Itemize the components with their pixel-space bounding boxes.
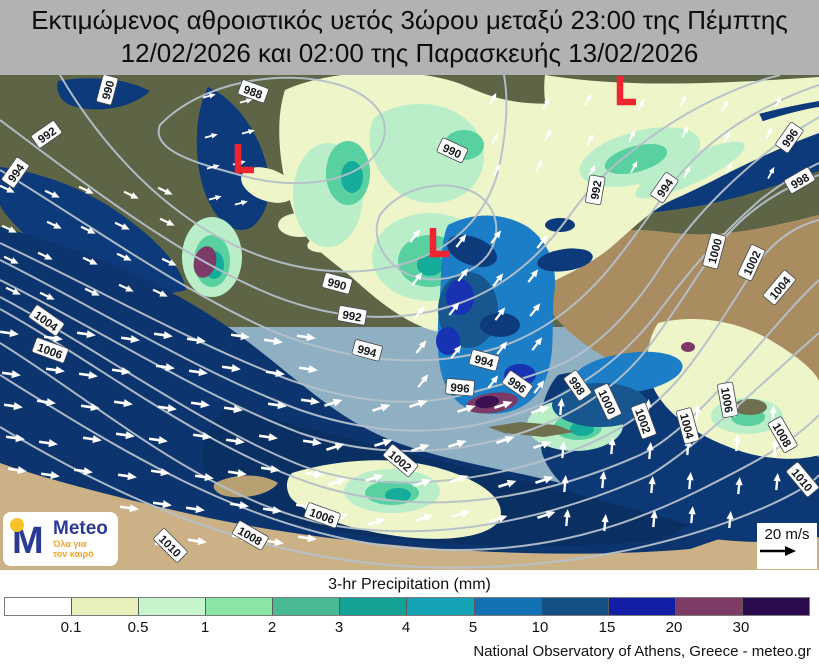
colorbar-segment (406, 598, 474, 615)
colorbar-segment (674, 598, 742, 615)
svg-text:992: 992 (589, 180, 604, 201)
low-markers-layer (234, 76, 636, 258)
isobar-label: 992 (336, 305, 368, 326)
logo-brand: Meteo (53, 518, 108, 539)
meteo-logo-icon: M (10, 518, 44, 562)
svg-text:994: 994 (356, 344, 378, 361)
isobar-label: 994 (468, 349, 500, 372)
low-pressure-marker (234, 144, 254, 174)
low-pressure-marker (429, 228, 449, 258)
colorbar-segment (540, 598, 608, 615)
colorbar-tick: 15 (598, 619, 616, 636)
colorbar-segment (339, 598, 407, 615)
svg-text:990: 990 (326, 277, 348, 294)
isobar-lines (0, 75, 819, 569)
meteo-logo: M Meteo Όλα για τον καιρό (3, 512, 118, 566)
svg-text:994: 994 (473, 354, 495, 371)
svg-text:1006: 1006 (718, 387, 734, 414)
svg-text:996: 996 (450, 382, 470, 396)
wind-scale-arrow-icon (760, 546, 796, 556)
forecast-map: 988 990 990 990 992 992 992 994 994 994 994 996 996 9… (0, 75, 819, 570)
colorbar-tick: 4 (401, 619, 411, 636)
colorbar (4, 597, 810, 616)
isobar-label: 990 (436, 137, 469, 164)
wind-scale-box: 20 m/s (757, 523, 817, 569)
isobar-label: 990 (321, 272, 353, 295)
isobar-label: 988 (237, 79, 269, 104)
colorbar-ticks: 0.1 0.5 1 2 3 4 5 10 15 20 30 (0, 619, 819, 639)
isobar-label: 992 (585, 174, 606, 206)
logo-sun-dot-icon (10, 518, 24, 532)
isobar-label: 994 (351, 339, 383, 362)
colorbar-segment (138, 598, 206, 615)
legend-title: 3-hr Precipitation (mm) (328, 576, 491, 593)
isobar-label: 1004 (675, 407, 700, 445)
colorbar-tick: 2 (267, 619, 277, 636)
isobar-label: 1000 (702, 232, 727, 270)
svg-text:990: 990 (101, 79, 118, 101)
isobar-label: 990 (96, 75, 119, 106)
colorbar-tick: 20 (665, 619, 683, 636)
colorbar-tick: 0.5 (127, 619, 149, 636)
title-bar: Εκτιμώμενος αθροιστικός υετός 3ώρου μετα… (0, 0, 819, 75)
colorbar-segment (71, 598, 139, 615)
logo-tagline-line1: Όλα για (53, 539, 87, 549)
colorbar-segment (5, 598, 72, 615)
title-line1: Εκτιμώμενος αθροιστικός υετός 3ώρου μετα… (31, 5, 788, 35)
wind-scale-label: 20 m/s (764, 526, 810, 543)
colorbar-segment (205, 598, 273, 615)
isobar-label: 1006 (717, 381, 739, 419)
precipitation-legend: 3-hr Precipitation (mm) 0.1 0.5 1 2 3 4 5 10 15 2… (0, 570, 819, 670)
attribution: National Observatory of Athens, Greece -… (473, 643, 811, 660)
isobar-label: 994 (650, 172, 679, 204)
title-line2: 12/02/2026 και 02:00 της Παρασκευής 13/0… (120, 38, 699, 68)
colorbar-tick: 0.1 (60, 619, 82, 636)
svg-text:992: 992 (341, 309, 362, 324)
colorbar-tick: 3 (334, 619, 344, 636)
colorbar-tick: 30 (732, 619, 750, 636)
colorbar-segment (607, 598, 675, 615)
colorbar-segment (741, 598, 809, 615)
colorbar-tick: 5 (468, 619, 478, 636)
colorbar-tick: 1 (200, 619, 210, 636)
logo-tagline-line2: τον καιρό (53, 549, 94, 559)
colorbar-segment (272, 598, 340, 615)
colorbar-tick: 10 (531, 619, 549, 636)
isobar-label: 996 (445, 378, 475, 397)
low-pressure-marker (616, 76, 636, 106)
colorbar-segment (473, 598, 541, 615)
